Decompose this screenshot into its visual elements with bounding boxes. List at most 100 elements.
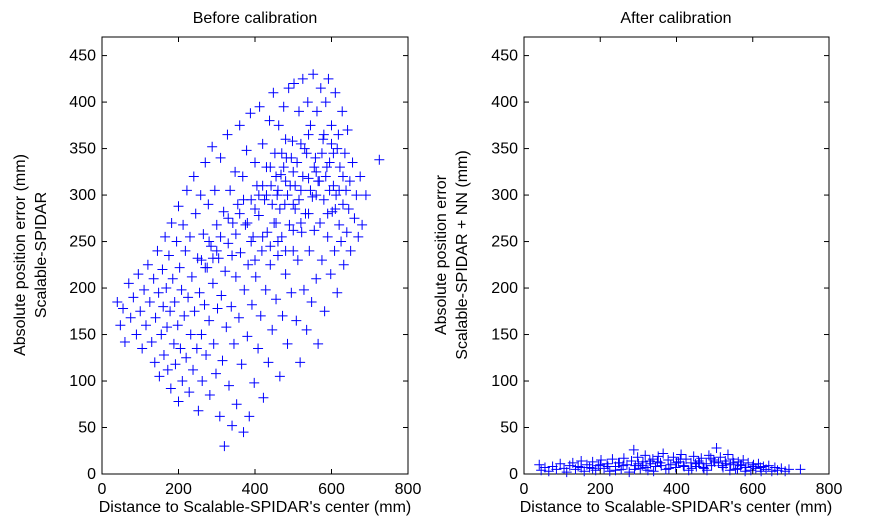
data-point — [235, 247, 246, 258]
data-point — [653, 451, 664, 462]
data-point — [280, 269, 291, 280]
data-point — [162, 322, 173, 333]
data-point — [227, 250, 238, 261]
data-point — [637, 460, 648, 471]
data-point — [286, 287, 297, 298]
data-point — [184, 387, 195, 398]
data-point — [349, 213, 360, 224]
y-tick-label: 450 — [69, 48, 96, 65]
data-point — [188, 171, 199, 182]
data-point — [295, 185, 306, 196]
y-tick-label: 200 — [69, 280, 96, 297]
scatter-points — [534, 442, 806, 478]
data-point — [316, 255, 327, 266]
data-point — [783, 464, 794, 475]
data-point — [322, 208, 333, 219]
data-point — [311, 106, 322, 117]
data-point — [162, 364, 173, 375]
data-point — [282, 190, 293, 201]
data-point — [587, 463, 598, 474]
data-point — [330, 204, 341, 215]
y-axis-label-line-1: Absolute position error (mm) — [12, 154, 29, 356]
data-point — [280, 176, 291, 187]
data-point — [183, 292, 194, 303]
after-calibration-chart: After calibration 0 200 400 600 800 0 50 100 15… — [433, 10, 842, 516]
data-point — [694, 457, 705, 468]
data-point — [158, 301, 169, 312]
data-point — [295, 217, 306, 228]
data-point — [333, 129, 344, 140]
data-point — [242, 331, 253, 342]
data-point — [215, 152, 226, 163]
data-point — [238, 194, 249, 205]
data-point — [209, 185, 220, 196]
data-point — [232, 199, 243, 210]
data-point — [259, 194, 270, 205]
data-point — [271, 171, 282, 182]
data-point — [255, 310, 266, 321]
data-point — [169, 296, 180, 307]
data-point — [334, 185, 345, 196]
data-point — [644, 455, 655, 466]
data-point — [260, 284, 271, 295]
data-point — [184, 231, 195, 242]
data-point — [140, 320, 151, 331]
data-point — [290, 204, 301, 215]
data-point — [204, 389, 215, 400]
data-point — [313, 176, 324, 187]
y-tick-label: 300 — [69, 187, 96, 204]
data-point — [343, 204, 354, 215]
data-point — [740, 466, 751, 477]
data-point — [156, 329, 167, 340]
data-point — [336, 236, 347, 247]
x-tick-label: 800 — [395, 481, 422, 498]
data-point — [292, 157, 303, 168]
data-point — [166, 217, 177, 228]
data-point — [319, 306, 330, 317]
data-point — [728, 457, 739, 468]
x-tick-label: 400 — [242, 481, 269, 498]
data-point — [738, 455, 749, 466]
data-point — [245, 108, 256, 119]
data-point — [288, 225, 299, 236]
data-point — [223, 238, 234, 249]
data-point — [273, 120, 284, 131]
data-point — [133, 269, 144, 280]
data-point — [303, 208, 314, 219]
data-point — [297, 171, 308, 182]
data-point — [250, 271, 261, 282]
data-point — [276, 148, 287, 159]
data-point — [198, 229, 209, 240]
data-point — [199, 299, 210, 310]
data-point — [165, 383, 176, 394]
data-point — [298, 284, 309, 295]
data-point — [534, 459, 545, 470]
data-point — [154, 371, 165, 382]
data-point — [325, 269, 336, 280]
chart-title: Before calibration — [193, 10, 318, 27]
data-point — [225, 185, 236, 196]
data-point — [265, 241, 276, 252]
data-point — [263, 357, 274, 368]
data-point — [344, 176, 355, 187]
data-point — [208, 338, 219, 349]
y-tick-label: 0 — [509, 466, 518, 483]
y-tick-label: 400 — [69, 94, 96, 111]
data-point — [308, 69, 319, 80]
y-tick-label: 300 — [491, 187, 518, 204]
y-axis-label: Absolute position error Scalable-SPIDAR … — [433, 150, 471, 359]
data-point — [328, 180, 339, 191]
data-point — [228, 338, 239, 349]
data-point — [200, 157, 211, 168]
data-point — [170, 359, 181, 370]
y-tick-label: 350 — [69, 141, 96, 158]
data-point — [210, 368, 221, 379]
data-point — [326, 120, 337, 131]
data-point — [191, 343, 202, 354]
data-point — [227, 217, 238, 228]
x-tick-label: 400 — [663, 481, 690, 498]
x-tick-label: 800 — [816, 481, 843, 498]
data-point — [267, 324, 278, 335]
y-tick-label: 350 — [491, 141, 518, 158]
